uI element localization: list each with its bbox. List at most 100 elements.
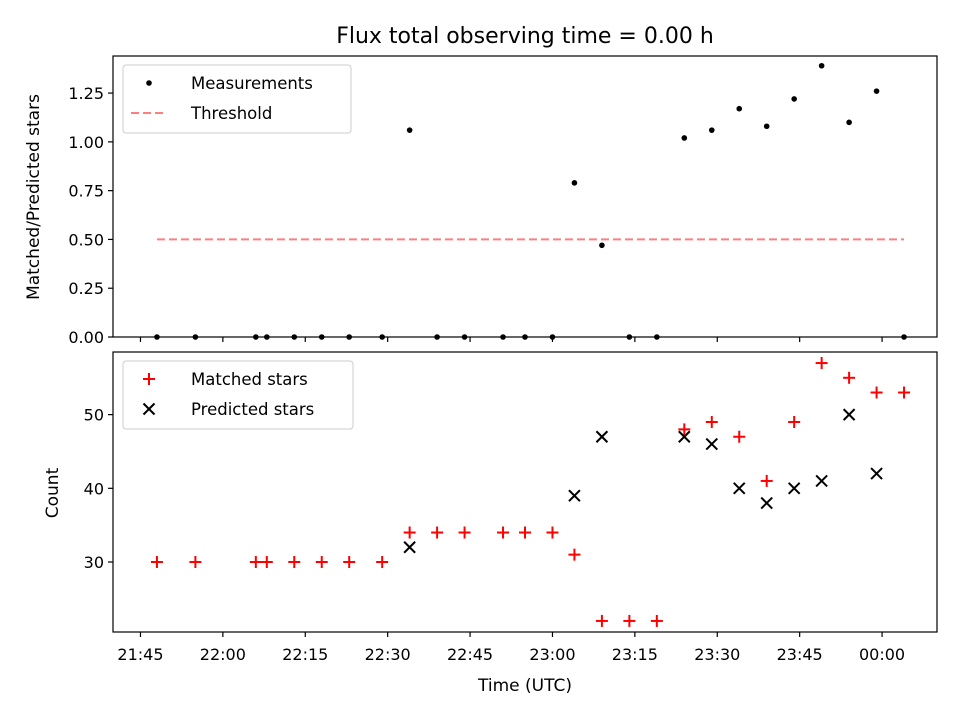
matched-star-point — [150, 556, 163, 568]
measurement-point — [522, 334, 528, 340]
legend-label: Measurements — [191, 74, 313, 93]
x-tick-label: 22:45 — [447, 645, 493, 664]
matched-star-point — [260, 556, 273, 568]
matched-star-point — [898, 386, 911, 399]
x-tick-label: 23:45 — [777, 645, 823, 664]
measurement-point — [434, 334, 440, 340]
matched-star-point — [288, 556, 301, 568]
measurement-point — [253, 334, 259, 340]
matched-star-point — [458, 526, 471, 539]
x-tick-label: 00:00 — [859, 645, 905, 664]
matched-star-point — [343, 556, 356, 568]
measurement-point — [500, 334, 506, 340]
matched-star-point — [760, 474, 773, 487]
measurement-point — [818, 62, 825, 69]
legend-label: Matched stars — [191, 370, 308, 389]
x-tick-label: 23:30 — [694, 645, 740, 664]
bottom-y-axis-label: Count — [43, 467, 63, 518]
legend-label: Predicted stars — [191, 400, 314, 419]
measurement-point — [379, 334, 385, 340]
legend: Measurements Threshold — [122, 64, 352, 134]
y-tick-label: 1.00 — [68, 133, 104, 152]
x-axis-label: Time (UTC) — [477, 676, 572, 696]
x-tick-label: 23:00 — [529, 645, 575, 664]
y-tick-label: 0.75 — [68, 182, 104, 201]
matched-star-point — [705, 416, 718, 428]
x-tick-label: 22:30 — [365, 645, 411, 664]
measurement-point — [791, 96, 797, 102]
legend-marker — [142, 402, 156, 416]
measurement-point — [626, 334, 633, 340]
chart-title: Flux total observing time = 0.00 h — [336, 24, 714, 49]
matched-star-point — [431, 526, 444, 539]
matched-star-point — [815, 357, 828, 370]
matched-star-point — [595, 614, 608, 627]
matched-star-point — [623, 614, 636, 627]
matched-star-point — [497, 526, 510, 539]
measurement-point — [406, 127, 413, 133]
matched-star-point — [733, 430, 746, 443]
matched-star-point — [788, 416, 801, 428]
measurement-point — [461, 334, 468, 340]
measurement-point — [318, 334, 325, 340]
measurement-point — [549, 334, 556, 340]
measurement-point — [599, 242, 605, 249]
predicted-star-point — [568, 489, 581, 502]
measurement-point — [192, 334, 199, 340]
y-tick-label: 0.00 — [68, 328, 104, 347]
predicted-star-point — [595, 430, 609, 443]
measurement-point — [763, 123, 770, 130]
predicted-star-point — [760, 496, 773, 510]
y-tick-label: 1.25 — [68, 84, 104, 103]
matched-star-point — [870, 386, 883, 399]
y-tick-label: 0.25 — [68, 279, 104, 298]
bottom-panel: 30 40 50 Matched stars Predicted stars — [84, 351, 938, 637]
matched-star-point — [189, 556, 202, 568]
x-tick-label: 22:00 — [200, 645, 246, 664]
predicted-star-point — [870, 467, 883, 480]
legend-marker — [146, 80, 152, 86]
predicted-star-point — [787, 482, 801, 495]
measurement-point — [736, 105, 743, 112]
y-tick-label: 30 — [84, 553, 104, 572]
measurement-point — [681, 135, 688, 141]
measurement-point — [873, 88, 880, 94]
legend-label: Threshold — [190, 104, 272, 123]
y-tick-label: 50 — [84, 406, 104, 425]
x-tick-label: 22:15 — [282, 645, 328, 664]
measurement-point — [571, 180, 578, 186]
legend: Matched stars Predicted stars — [122, 360, 354, 430]
matched-star-point — [249, 556, 262, 568]
measurement-point — [846, 119, 852, 126]
top-y-axis-label: Matched/Predicted stars — [24, 94, 44, 300]
matched-star-point — [403, 526, 416, 539]
matched-star-point — [678, 423, 691, 436]
y-tick-label: 0.50 — [68, 230, 104, 249]
matched-star-point — [376, 556, 389, 568]
matched-star-point — [546, 526, 559, 539]
matched-star-point — [650, 614, 663, 627]
predicted-star-point — [678, 430, 691, 443]
matched-star-point — [315, 556, 328, 568]
x-axis: 21:45 22:00 22:15 22:30 22:45 23:00 23:15 23:30… — [117, 645, 905, 664]
predicted-star-point — [733, 482, 746, 495]
measurement-point — [654, 334, 660, 340]
measurement-point — [154, 334, 160, 340]
measurement-point — [708, 127, 715, 133]
measurement-point — [901, 334, 907, 340]
matched-star-point — [843, 371, 856, 384]
predicted-star-point — [842, 408, 856, 421]
predicted-star-point — [815, 474, 828, 488]
top-panel: 0.00 0.25 0.50 0.75 1.00 1.25 Measurements Thre… — [68, 55, 938, 347]
x-tick-label: 23:15 — [612, 645, 658, 664]
measurement-point — [346, 334, 353, 340]
y-tick-label: 40 — [84, 479, 104, 498]
predicted-star-point — [403, 541, 416, 554]
matched-star-point — [519, 526, 531, 539]
measurement-point — [291, 334, 298, 340]
plot-frame — [112, 351, 938, 633]
measurement-point — [264, 334, 270, 340]
predicted-star-point — [705, 437, 718, 451]
matched-star-point — [568, 548, 581, 561]
